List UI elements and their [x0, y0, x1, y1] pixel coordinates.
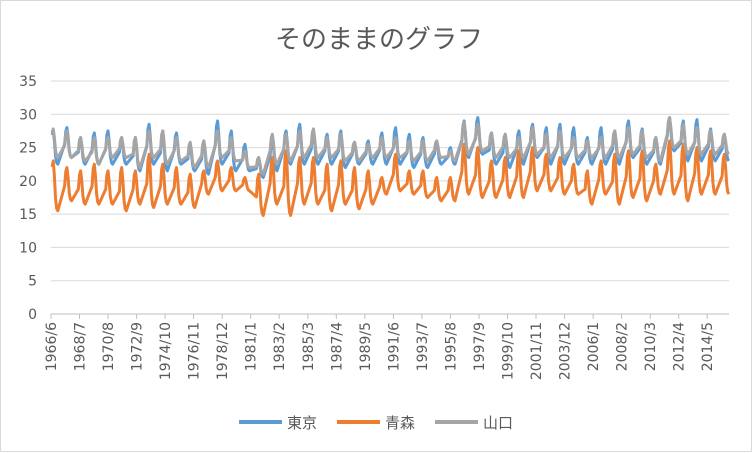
- y-axis-ticks: 0 5 10 15 20 25 30 35: [19, 74, 37, 323]
- plot-series: [50, 116, 731, 217]
- x-tick-label: 1976/11: [187, 322, 203, 380]
- y-tick-label: 35: [19, 74, 37, 90]
- y-tick-label: 0: [28, 307, 37, 323]
- x-tick-label: 2006/1: [586, 322, 602, 371]
- x-tick-label: 1970/8: [101, 322, 117, 371]
- y-tick-label: 30: [19, 107, 37, 123]
- x-tick-label: 1966/6: [44, 322, 60, 371]
- x-tick-label: 1989/5: [358, 322, 374, 371]
- x-tick-label: 1974/10: [158, 322, 174, 380]
- y-tick-label: 15: [19, 207, 37, 223]
- x-tick-label: 1983/2: [272, 322, 288, 371]
- x-tick-label: 1997/9: [472, 322, 488, 371]
- series-line-aomori: [50, 139, 731, 217]
- chart-title: そのままのグラフ: [275, 25, 483, 55]
- x-tick-label: 1985/3: [301, 322, 317, 371]
- x-tick-label: 1968/7: [72, 322, 88, 371]
- legend-label-tokyo: 東京: [287, 414, 317, 432]
- legend-label-aomori: 青森: [385, 414, 415, 432]
- y-tick-label: 5: [28, 274, 37, 290]
- x-tick-label: 2003/12: [558, 322, 574, 380]
- x-tick-label: 1981/1: [244, 322, 260, 371]
- y-tick-label: 20: [19, 174, 37, 190]
- x-tick-label: 1999/10: [501, 322, 517, 380]
- x-tick-label: 2014/5: [700, 322, 716, 371]
- legend[interactable]: 東京 青森 山口: [239, 414, 513, 432]
- x-tick-label: 2010/3: [643, 322, 659, 371]
- x-tick-label: 2012/4: [672, 322, 688, 371]
- x-tick-label: 1993/7: [415, 322, 431, 371]
- x-tick-label: 1995/8: [443, 322, 459, 371]
- x-tick-label: 1987/4: [329, 322, 345, 371]
- x-tick-label: 2008/2: [615, 322, 631, 371]
- y-tick-label: 10: [19, 240, 37, 256]
- x-tick-label: 1991/6: [386, 322, 402, 371]
- x-tick-label: 1978/12: [215, 322, 231, 380]
- y-tick-label: 25: [19, 141, 37, 157]
- series-line-yamaguchi: [50, 116, 730, 176]
- x-tick-label: 1972/9: [130, 322, 146, 371]
- x-axis-ticks: 1966/6 1968/7 1970/8 1972/9 1974/10 1976/11 19…: [44, 314, 716, 380]
- x-tick-label: 2001/11: [529, 322, 545, 380]
- legend-label-yamaguchi: 山口: [483, 414, 513, 432]
